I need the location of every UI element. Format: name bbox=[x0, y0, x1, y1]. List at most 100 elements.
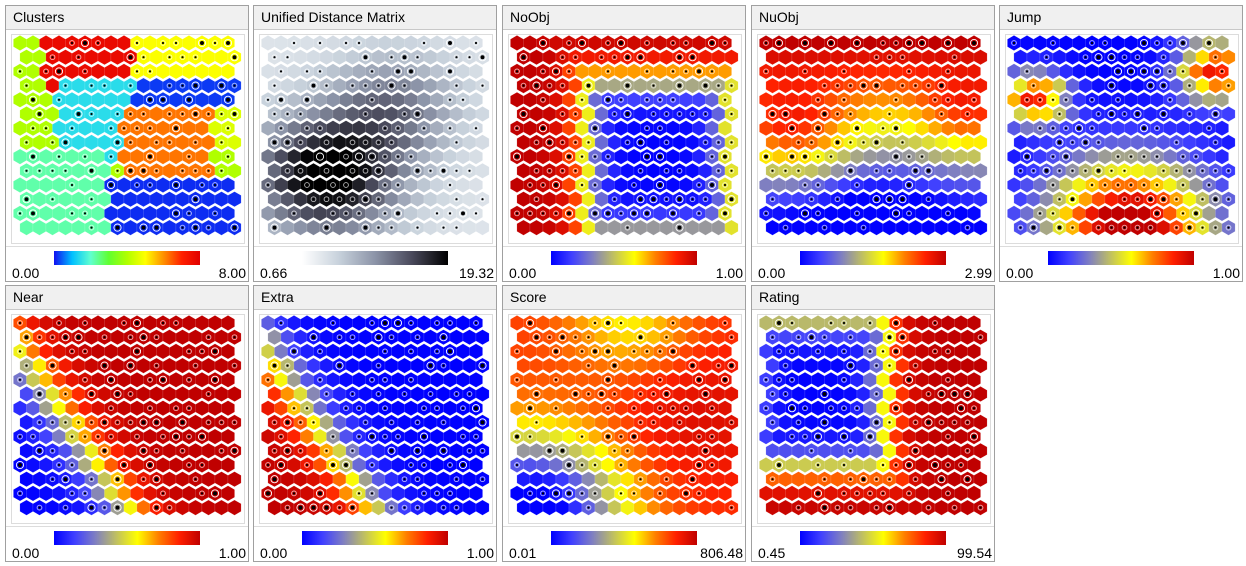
hex-cell[interactable] bbox=[685, 499, 700, 516]
hex-cell[interactable] bbox=[300, 371, 314, 388]
hex-cell[interactable] bbox=[1137, 91, 1151, 108]
hex-cell[interactable] bbox=[817, 191, 832, 208]
hex-cell[interactable] bbox=[1221, 106, 1236, 122]
hex-cell[interactable] bbox=[1026, 134, 1041, 151]
hex-cell[interactable] bbox=[97, 49, 112, 66]
hex-cell[interactable] bbox=[339, 343, 353, 360]
hex-cell[interactable] bbox=[332, 471, 347, 488]
hex-cell[interactable] bbox=[529, 357, 544, 374]
hex-cell[interactable] bbox=[588, 428, 602, 445]
hex-cell[interactable] bbox=[529, 106, 544, 122]
hex-cell[interactable] bbox=[339, 485, 353, 502]
hex-cell[interactable] bbox=[798, 457, 812, 473]
hex-cell[interactable] bbox=[555, 414, 570, 431]
hex-cell[interactable] bbox=[293, 386, 308, 402]
hex-cell[interactable] bbox=[1098, 63, 1112, 80]
hex-cell[interactable] bbox=[332, 49, 347, 66]
hex-cell[interactable] bbox=[26, 315, 40, 331]
hex-cell[interactable] bbox=[313, 177, 327, 193]
hex-cell[interactable] bbox=[123, 499, 138, 516]
hex-cell[interactable] bbox=[423, 499, 438, 516]
hex-cell[interactable] bbox=[928, 35, 942, 51]
hex-cell[interactable] bbox=[58, 191, 73, 208]
hex-cell[interactable] bbox=[352, 177, 366, 193]
hex-cell[interactable] bbox=[856, 357, 871, 374]
hex-cell[interactable] bbox=[523, 457, 537, 473]
hex-cell[interactable] bbox=[123, 219, 138, 236]
hex-cell[interactable] bbox=[934, 499, 949, 516]
hex-cell[interactable] bbox=[1039, 219, 1054, 236]
hex-cell[interactable] bbox=[824, 485, 838, 502]
hex-cell[interactable] bbox=[443, 428, 457, 445]
hex-cell[interactable] bbox=[274, 205, 288, 222]
hex-cell[interactable] bbox=[313, 91, 327, 108]
hex-cell[interactable] bbox=[462, 414, 477, 431]
hex-cell[interactable] bbox=[759, 177, 773, 193]
hex-cell[interactable] bbox=[91, 120, 105, 137]
hex-cell[interactable] bbox=[659, 414, 674, 431]
hex-cell[interactable] bbox=[804, 49, 819, 66]
hex-cell[interactable] bbox=[32, 77, 47, 94]
hex-cell[interactable] bbox=[1072, 205, 1086, 222]
hex-cell[interactable] bbox=[765, 499, 780, 516]
hex-cell[interactable] bbox=[306, 134, 321, 151]
som-hex-map[interactable] bbox=[259, 34, 493, 244]
hex-cell[interactable] bbox=[149, 386, 164, 402]
hex-cell[interactable] bbox=[430, 177, 444, 193]
hex-cell[interactable] bbox=[1169, 77, 1184, 94]
hex-cell[interactable] bbox=[659, 357, 674, 374]
hex-cell[interactable] bbox=[785, 63, 799, 80]
hex-cell[interactable] bbox=[947, 329, 962, 346]
hex-cell[interactable] bbox=[345, 49, 360, 66]
hex-cell[interactable] bbox=[967, 485, 981, 502]
hex-cell[interactable] bbox=[475, 219, 490, 236]
hex-cell[interactable] bbox=[417, 205, 431, 222]
hex-cell[interactable] bbox=[685, 77, 700, 94]
hex-cell[interactable] bbox=[620, 191, 635, 208]
hex-cell[interactable] bbox=[718, 120, 732, 137]
hex-cell[interactable] bbox=[653, 205, 667, 222]
hex-cell[interactable] bbox=[921, 106, 936, 122]
hex-grid[interactable] bbox=[260, 315, 492, 523]
hex-cell[interactable] bbox=[529, 219, 544, 236]
hex-cell[interactable] bbox=[136, 499, 151, 516]
hex-cell[interactable] bbox=[1065, 77, 1080, 94]
hex-cell[interactable] bbox=[378, 457, 392, 473]
hex-cell[interactable] bbox=[287, 63, 301, 80]
hex-cell[interactable] bbox=[143, 315, 157, 331]
hex-cell[interactable] bbox=[1111, 205, 1125, 222]
hex-cell[interactable] bbox=[365, 205, 379, 222]
hex-cell[interactable] bbox=[267, 499, 282, 516]
hex-cell[interactable] bbox=[666, 457, 680, 473]
hex-cell[interactable] bbox=[52, 35, 66, 51]
hex-cell[interactable] bbox=[443, 371, 457, 388]
hex-cell[interactable] bbox=[581, 442, 596, 459]
hex-cell[interactable] bbox=[627, 315, 641, 331]
hex-cell[interactable] bbox=[915, 120, 929, 137]
hex-cell[interactable] bbox=[711, 191, 726, 208]
hex-cell[interactable] bbox=[804, 499, 819, 516]
hex-cell[interactable] bbox=[633, 106, 648, 122]
hex-cell[interactable] bbox=[410, 134, 425, 151]
hex-cell[interactable] bbox=[91, 177, 105, 193]
hex-cell[interactable] bbox=[417, 63, 431, 80]
hex-cell[interactable] bbox=[614, 148, 628, 165]
hex-cell[interactable] bbox=[26, 177, 40, 193]
hex-cell[interactable] bbox=[39, 400, 53, 417]
hex-cell[interactable] bbox=[19, 219, 34, 236]
hex-cell[interactable] bbox=[201, 77, 216, 94]
hex-cell[interactable] bbox=[319, 357, 334, 374]
hex-cell[interactable] bbox=[1150, 91, 1164, 108]
hex-grid[interactable] bbox=[509, 35, 741, 243]
hex-cell[interactable] bbox=[332, 77, 347, 94]
hex-cell[interactable] bbox=[876, 91, 890, 108]
hex-cell[interactable] bbox=[319, 329, 334, 346]
hex-cell[interactable] bbox=[313, 205, 327, 222]
hex-cell[interactable] bbox=[1026, 49, 1041, 66]
hex-cell[interactable] bbox=[326, 35, 340, 51]
hex-cell[interactable] bbox=[469, 371, 483, 388]
hex-cell[interactable] bbox=[391, 400, 405, 417]
hex-cell[interactable] bbox=[679, 315, 693, 331]
hex-cell[interactable] bbox=[934, 162, 949, 179]
hex-cell[interactable] bbox=[724, 442, 739, 459]
